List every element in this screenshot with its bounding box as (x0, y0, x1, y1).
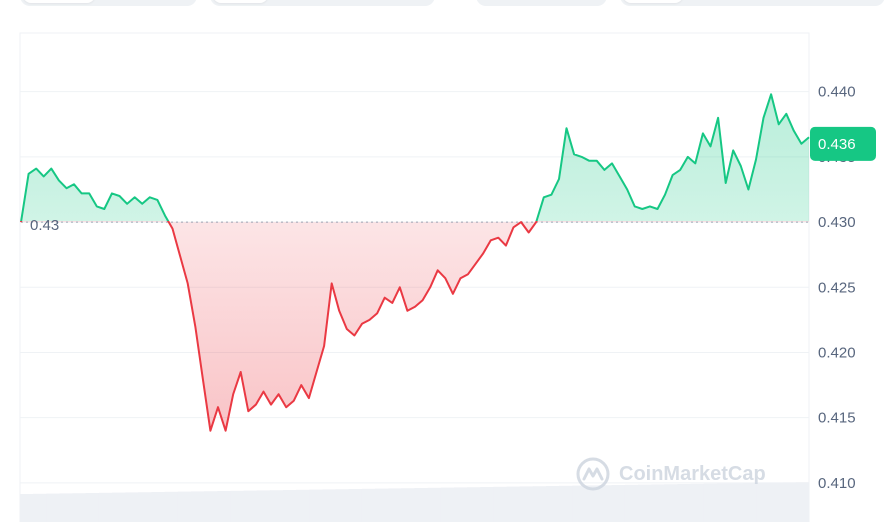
volume-bar (309, 489, 323, 522)
coinmarketcap-logo-icon (576, 457, 610, 491)
volume-bar (269, 490, 284, 522)
volume-bar (217, 491, 231, 522)
volume-bar (703, 483, 718, 522)
volume-bar (46, 493, 60, 522)
tab-active-1[interactable] (23, 0, 95, 3)
volume-bar (296, 489, 310, 522)
volume-bar (519, 486, 534, 522)
y-tick-label: 0.420 (818, 344, 856, 361)
volume-bar (20, 494, 34, 522)
tab-group-1[interactable] (20, 0, 197, 6)
plot-border (19, 32, 810, 522)
volume-bar (164, 491, 179, 522)
volume-bar (256, 490, 271, 522)
volume-bar (730, 483, 744, 522)
volume-bar (230, 490, 245, 522)
volume-bar (33, 493, 47, 522)
y-tick-label: 0.425 (818, 279, 856, 296)
tab-active-2[interactable] (213, 0, 268, 3)
volume-bar (401, 488, 415, 522)
volume-bar (598, 485, 613, 522)
volume-bar (453, 487, 468, 522)
volume-bar (546, 486, 560, 522)
gridlines (20, 91, 809, 484)
volume-bar (480, 487, 494, 522)
volume-bar (716, 483, 731, 522)
y-tick-label: 0.415 (818, 410, 856, 427)
volume-bar (756, 482, 771, 522)
volume-bar (743, 483, 757, 522)
price-areas (21, 94, 809, 431)
volume-bar (467, 487, 481, 522)
watermark-text: CoinMarketCap (619, 462, 766, 485)
volume-bar (72, 493, 87, 522)
current-price-badge-bg (810, 126, 876, 161)
volume-bar (112, 492, 126, 522)
volume-bar (243, 490, 258, 522)
volume-bar (624, 484, 639, 522)
tab-group-4[interactable] (620, 0, 885, 6)
volume-bar (440, 487, 455, 522)
price-lines (20, 93, 810, 432)
volume-bar (98, 492, 113, 522)
area-below-baseline (21, 221, 809, 431)
y-tick-label: 0.440 (818, 84, 856, 101)
volume-bar (769, 482, 784, 522)
price-line-down (20, 221, 538, 432)
volume-bar (690, 483, 705, 522)
volume-bar (388, 488, 402, 522)
volume-bar (611, 485, 626, 522)
volume-bar (85, 493, 100, 522)
y-tick-label: 0.430 (818, 214, 856, 231)
volume-bar (572, 485, 586, 522)
volume-bar (664, 484, 678, 522)
tab-group-2[interactable] (210, 0, 435, 6)
volume-bar (177, 491, 192, 522)
volume-bar (427, 487, 442, 522)
coinmarketcap-watermark: CoinMarketCap (575, 456, 766, 492)
volume-bar (506, 486, 521, 522)
y-tick-label: 0.410 (818, 475, 856, 492)
tab-group-3[interactable] (476, 0, 607, 6)
volume-bar (59, 493, 74, 522)
volume-bar (651, 484, 665, 522)
volume-bar (361, 488, 376, 522)
volume-bar (559, 485, 573, 522)
volume-bar (493, 486, 508, 522)
baseline-label: 0.43 (30, 217, 59, 234)
volume-bar (190, 491, 205, 522)
area-above-baseline (21, 94, 809, 221)
volume-bar (375, 488, 389, 522)
volume-bar (348, 489, 363, 522)
volume-bar (414, 488, 429, 522)
volume-bar (151, 492, 166, 522)
volume-bar (532, 486, 547, 522)
volume-bar (204, 491, 218, 522)
volume-bar (585, 485, 600, 522)
current-price-value: 0.436 (818, 136, 856, 153)
volume-bar (782, 482, 797, 522)
tab-active-4[interactable] (623, 0, 683, 3)
volume-bar (322, 489, 337, 522)
volume-bar (677, 484, 692, 522)
volume-bar (138, 492, 152, 522)
current-price-badge: 0.436 (810, 126, 876, 161)
volume-bar (335, 489, 350, 522)
volume-bars (20, 482, 810, 522)
volume-bar (638, 484, 652, 522)
volume-bar (125, 492, 139, 522)
price-line-up (20, 93, 810, 221)
volume-bar (795, 482, 810, 522)
volume-bar (283, 490, 297, 522)
